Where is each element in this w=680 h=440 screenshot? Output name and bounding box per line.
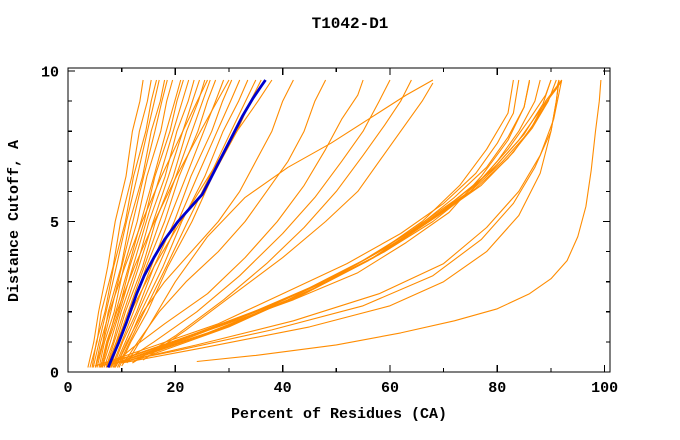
model-curve [94, 79, 208, 368]
x-tick-label: 80 [488, 380, 506, 397]
model-curve [106, 79, 206, 368]
y-tick-label: 5 [50, 215, 59, 232]
x-tick-label: 40 [274, 380, 292, 397]
y-tick-label: 0 [50, 366, 59, 383]
model-curve [126, 79, 557, 363]
highlight-curve [106, 79, 267, 369]
model-curve [105, 79, 541, 366]
model-curve [121, 79, 560, 364]
plot-border [67, 67, 611, 373]
model-curve [96, 79, 168, 368]
x-tick-label: 100 [591, 380, 618, 397]
x-tick-label: 20 [166, 380, 184, 397]
x-axis-label: Percent of Residues (CA) [231, 406, 447, 423]
model-curve [101, 79, 190, 368]
model-curve [112, 79, 233, 368]
model-curve [103, 79, 195, 368]
y-axis-label: Distance Cutoff, A [6, 140, 23, 302]
model-curve [142, 82, 434, 361]
model-curve [101, 79, 184, 368]
model-curve [91, 79, 158, 368]
model-curve [132, 79, 412, 364]
model-curve [115, 79, 294, 367]
model-curve [89, 79, 152, 368]
model-curve [94, 79, 514, 367]
model-curve [94, 79, 166, 368]
model-curve [110, 79, 563, 366]
x-tick-label: 0 [63, 380, 72, 397]
model-curve [94, 79, 520, 367]
model-curve [92, 79, 160, 368]
model-curve [100, 79, 230, 368]
model-curve [100, 79, 531, 367]
model-curve [116, 79, 257, 368]
chart-title: T1042-D1 [312, 15, 389, 33]
model-curve [126, 79, 434, 364]
model-curve [110, 79, 364, 367]
curves-layer [87, 79, 602, 369]
model-curve [87, 79, 144, 368]
model-curve [105, 81, 531, 366]
model-curve [107, 79, 211, 368]
model-curve [106, 79, 273, 368]
y-tick-label: 10 [41, 65, 59, 82]
axes-layer: 0 20 40 60 80 100 0 5 10 [41, 65, 618, 397]
model-curve [105, 79, 201, 368]
model-curve [110, 79, 225, 368]
model-curve [196, 79, 602, 363]
model-curve [98, 79, 174, 368]
x-tick-label: 60 [381, 380, 399, 397]
model-curve [121, 79, 391, 364]
